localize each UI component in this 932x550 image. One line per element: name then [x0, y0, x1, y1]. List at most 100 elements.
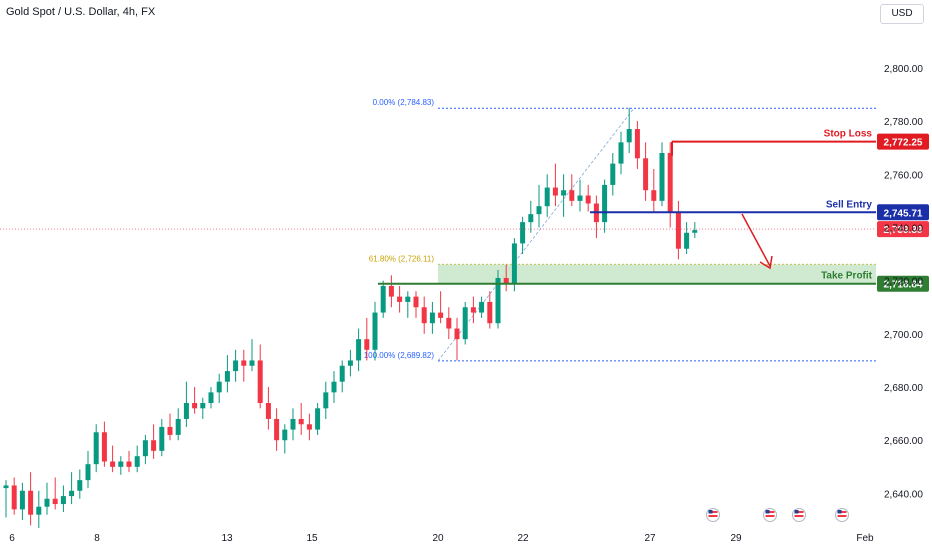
candle-body [44, 498, 50, 507]
candle-body [659, 152, 665, 201]
candle-body [552, 187, 558, 196]
candle-body [52, 498, 58, 505]
candle-body [339, 365, 345, 382]
candle-body [511, 243, 517, 284]
candle-body [380, 285, 386, 313]
take-profit-zone-rect [438, 264, 876, 284]
candle-body [675, 211, 681, 249]
candle-body [60, 496, 66, 505]
us-flag-stripe [794, 511, 804, 513]
y-tick-label: 2,640.00 [884, 489, 923, 500]
y-tick-label: 2,740.00 [884, 223, 923, 234]
fib-label: 61.80% (2,726.11) [369, 254, 435, 263]
candle-body [85, 464, 91, 481]
y-tick-label: 2,680.00 [884, 383, 923, 394]
y-tick-label: 2,660.00 [884, 436, 923, 447]
us-flag-stripe [794, 515, 804, 517]
x-tick-label: 27 [644, 533, 656, 544]
candle-body [405, 296, 411, 302]
take-profit-price: 2,718.84 [884, 280, 923, 291]
candle-body [544, 187, 550, 207]
candle-body [479, 301, 485, 313]
candle-body [684, 232, 690, 249]
candle-body [11, 485, 17, 510]
x-tick-label: 29 [730, 533, 742, 544]
candle-body [356, 339, 362, 361]
trade-levels: Stop Loss 2,772.25 Sell Entry 2,745.71 Take … [0, 129, 929, 292]
candle-body [618, 142, 624, 164]
us-flag-canton [837, 510, 842, 514]
candle-body [233, 360, 239, 372]
us-flag-stripe [708, 511, 718, 513]
us-flag-stripe [765, 511, 775, 513]
candle-body [183, 402, 189, 419]
candle-body [101, 432, 107, 462]
candle-body [216, 381, 222, 393]
candle-body [19, 490, 25, 510]
candle-body [110, 461, 116, 467]
fib-label: 0.00% (2,784.83) [373, 98, 435, 107]
candle-body [446, 317, 452, 329]
currency-button[interactable]: USD [880, 4, 924, 24]
y-tick-label: 2,780.00 [884, 117, 923, 128]
candle-body [3, 485, 9, 489]
sell-entry-label: Sell Entry [826, 199, 873, 210]
candle-body [561, 190, 567, 196]
candle-body [315, 408, 321, 430]
candle-body [643, 158, 649, 191]
candle-body [626, 129, 632, 143]
candle-body [282, 429, 288, 441]
candle-body [249, 360, 255, 366]
x-tick-label: 22 [517, 533, 529, 544]
us-flag-canton [794, 510, 799, 514]
candle-body [241, 360, 247, 366]
candle-body [347, 360, 353, 366]
sell-entry-price-tag [877, 204, 929, 221]
stop-loss-label: Stop Loss [824, 129, 873, 140]
candle-body [93, 432, 99, 465]
candle-body [142, 440, 148, 457]
candle-body [487, 301, 493, 324]
candle-body [388, 285, 394, 297]
candle-body [397, 296, 403, 302]
candle-body [77, 480, 83, 491]
candle-body [306, 424, 312, 430]
candle-body [298, 418, 304, 425]
chart-title: Gold Spot / U.S. Dollar, 4h, FX [6, 6, 156, 18]
candle-body [602, 184, 608, 223]
candle-body [413, 296, 419, 308]
candle-body [36, 506, 42, 515]
candle-body [274, 418, 280, 441]
candle-body [167, 426, 173, 435]
y-tick-label: 2,760.00 [884, 170, 923, 181]
x-tick-label: Feb [856, 533, 874, 544]
candle-body [692, 230, 698, 233]
candle-body [536, 206, 542, 215]
candle-body [159, 426, 165, 451]
projection-arrow-head [759, 255, 773, 270]
us-flag-stripe [837, 511, 847, 513]
candle-body [151, 440, 157, 451]
stop-loss-price: 2,772.25 [884, 138, 923, 149]
candle-body [651, 190, 657, 201]
candle-body [175, 418, 181, 435]
candle-body [257, 360, 263, 403]
candle-body [577, 195, 583, 201]
projection-arrow [741, 213, 771, 267]
candle-body [438, 312, 444, 318]
take-profit-label: Take Profit [821, 271, 873, 282]
candle-body [470, 307, 476, 313]
current-price-value: 2,739.39 [884, 225, 923, 236]
y-tick-label: 2,720.00 [884, 277, 923, 288]
candle-body [429, 312, 435, 324]
us-flag-stripe [837, 515, 847, 517]
axes: 2,640.00 2,660.00 2,680.00 2,700.00 2,720.00… [9, 64, 923, 544]
candle-body [454, 328, 460, 340]
candle-body [462, 307, 468, 340]
sell-entry-price: 2,745.71 [884, 208, 923, 219]
candle-body [69, 490, 75, 497]
fib-trend-line [437, 107, 635, 362]
candle-body [134, 456, 140, 467]
candles [3, 107, 698, 528]
